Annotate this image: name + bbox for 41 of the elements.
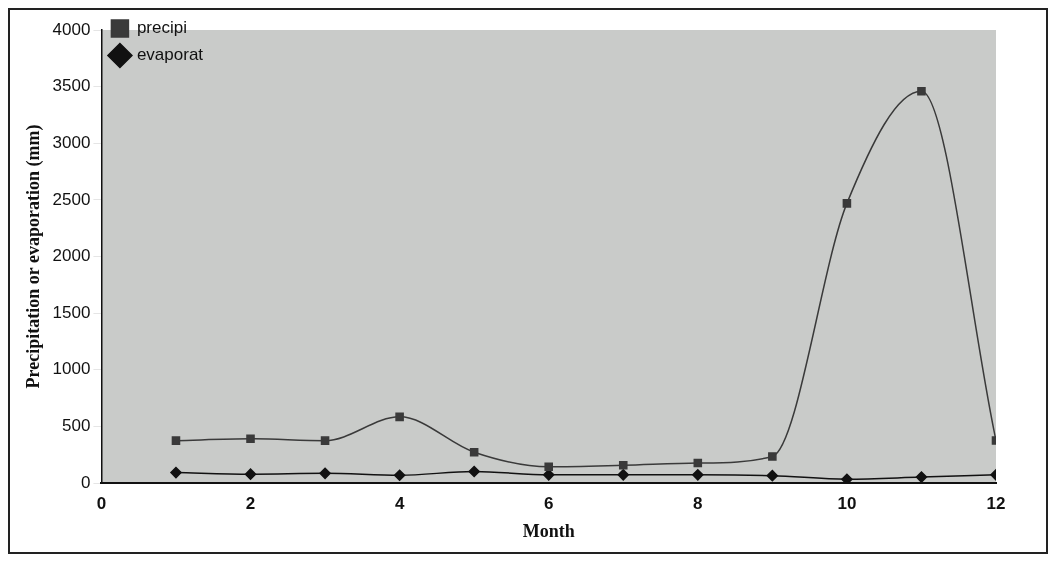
point bbox=[395, 412, 404, 422]
point bbox=[617, 469, 630, 481]
x-tick-label: 10 bbox=[837, 493, 857, 513]
y-tick-label: 2000 bbox=[52, 246, 91, 266]
legend-label: precipi bbox=[136, 18, 188, 38]
x-axis-title: Month bbox=[522, 520, 575, 541]
y-tick-label: 4000 bbox=[52, 19, 91, 39]
point bbox=[544, 462, 553, 472]
point bbox=[917, 86, 926, 96]
point bbox=[768, 452, 777, 461]
y-tick-label: 3500 bbox=[52, 76, 91, 96]
point bbox=[320, 436, 330, 445]
point bbox=[766, 469, 779, 482]
point bbox=[170, 466, 182, 479]
point bbox=[841, 473, 853, 483]
point bbox=[393, 469, 406, 482]
x-tick-label: 6 bbox=[543, 493, 554, 513]
point bbox=[692, 469, 704, 481]
point bbox=[244, 468, 257, 480]
x-tick-label: 2 bbox=[245, 493, 256, 513]
x-tick-label: 12 bbox=[986, 493, 1006, 513]
point bbox=[171, 436, 181, 445]
point bbox=[469, 447, 479, 457]
y-tick-label: 2500 bbox=[52, 189, 91, 209]
point bbox=[693, 458, 703, 468]
y-tick-label: 1500 bbox=[52, 302, 91, 322]
y-tick-label: 500 bbox=[62, 416, 91, 436]
y-tick-label: 1000 bbox=[52, 359, 91, 379]
point bbox=[915, 471, 928, 483]
x-tick-label: 8 bbox=[693, 493, 703, 513]
point bbox=[618, 461, 628, 470]
point bbox=[246, 434, 255, 444]
y-tick-label: 0 bbox=[80, 472, 91, 492]
point bbox=[468, 465, 480, 478]
x-tick-label: 4 bbox=[394, 493, 405, 513]
x-tick-label: 0 bbox=[96, 493, 107, 513]
point bbox=[842, 199, 852, 208]
y-axis-title: Precipitation or evaporation (mm) bbox=[23, 124, 45, 389]
point bbox=[319, 467, 331, 480]
y-tick-label: 3000 bbox=[52, 132, 91, 152]
legend-label: evaporat bbox=[136, 45, 204, 65]
